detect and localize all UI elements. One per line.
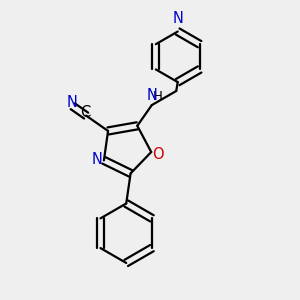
- Text: H: H: [152, 90, 162, 103]
- Text: N: N: [66, 95, 77, 110]
- Text: N: N: [172, 11, 183, 26]
- Text: N: N: [147, 88, 158, 103]
- Text: O: O: [152, 147, 164, 162]
- Text: C: C: [80, 105, 90, 120]
- Text: N: N: [92, 152, 103, 167]
